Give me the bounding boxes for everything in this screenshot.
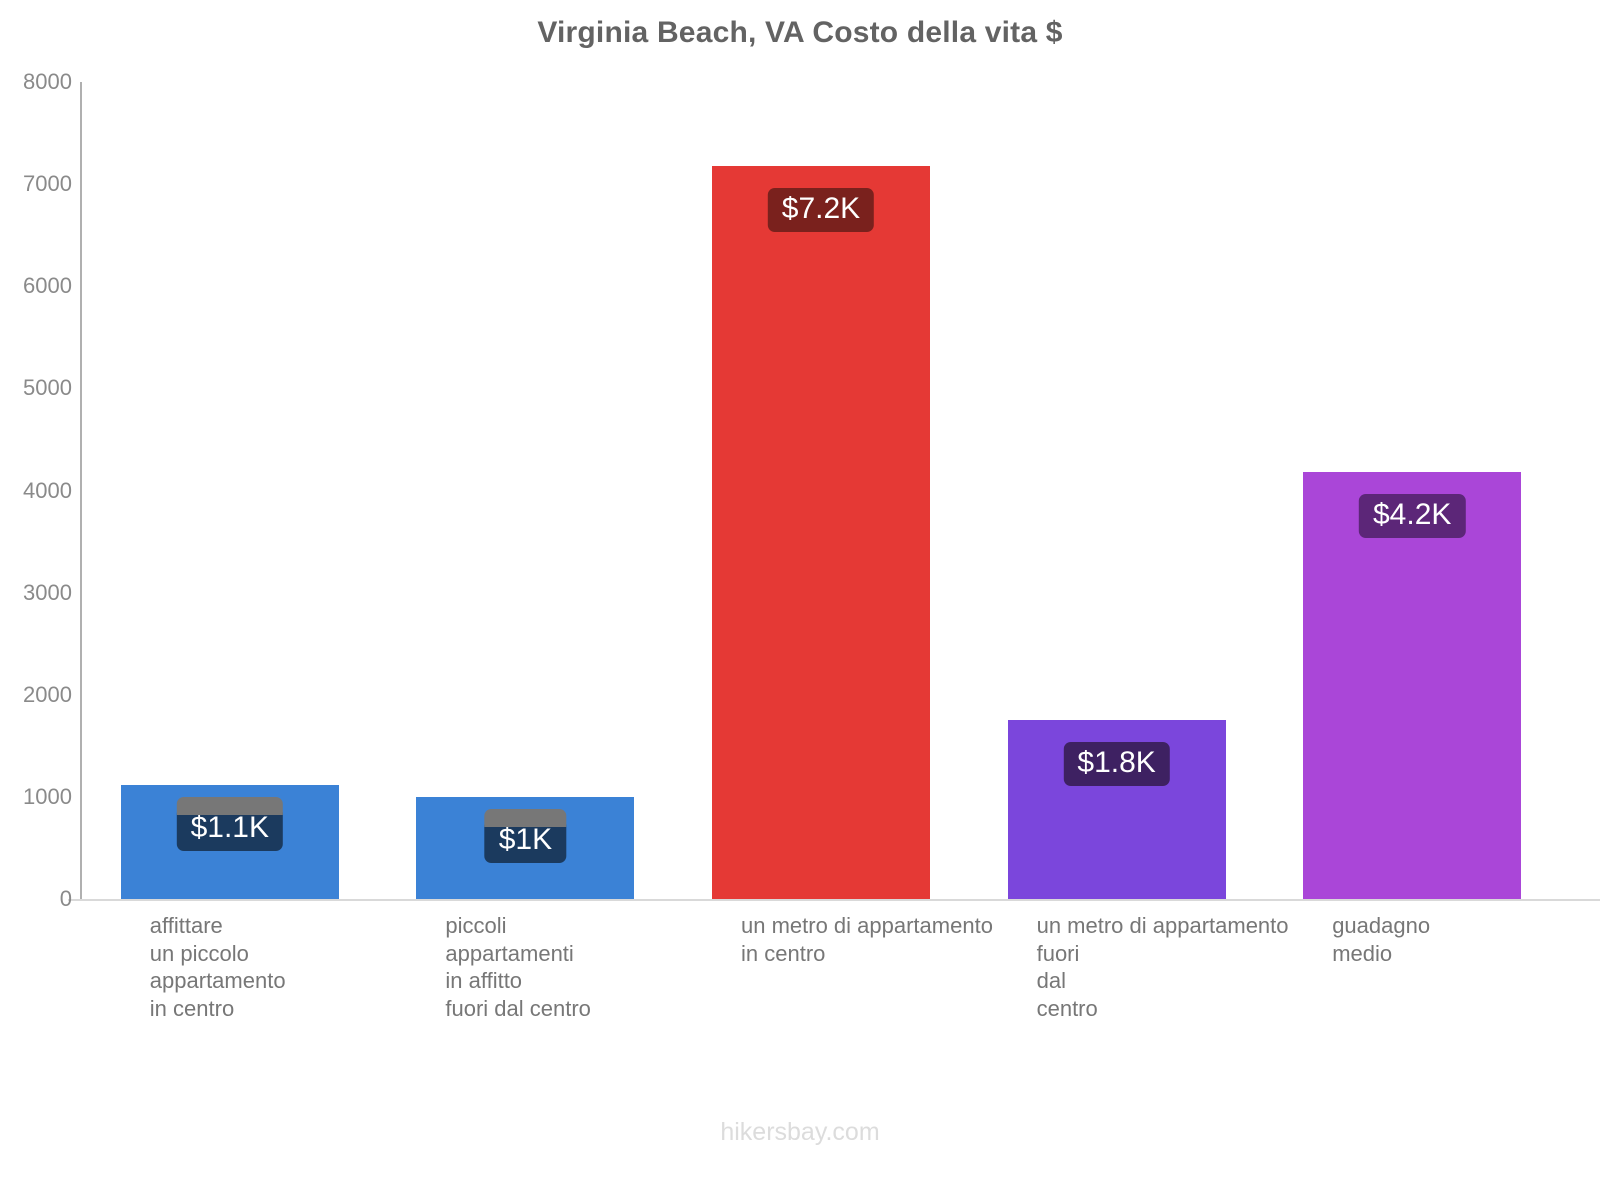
category-label: piccoli appartamenti in affitto fuori da… <box>445 913 591 1021</box>
bar[interactable]: $1.8K <box>1007 720 1226 899</box>
y-axis-line <box>80 82 82 899</box>
y-axis-ticks: 8000 7000 6000 5000 4000 3000 2000 1000 0 <box>0 0 72 1200</box>
bar[interactable]: $4.2K <box>1303 472 1522 899</box>
y-axis-tick-label: 7000 <box>23 171 72 197</box>
y-axis-tick-label: 8000 <box>23 69 72 94</box>
bar[interactable]: $1K <box>416 796 635 899</box>
x-axis-line <box>68 899 1600 901</box>
y-axis-tick-label: 3000 <box>23 579 72 605</box>
y-axis-tick-label: 1000 <box>23 783 72 809</box>
bar[interactable]: $7.2K <box>712 165 930 899</box>
bar-value-label: $4.2K <box>1358 494 1466 539</box>
bar[interactable]: $1.1K <box>120 784 339 899</box>
y-axis-tick-label: 0 <box>59 886 72 911</box>
bar-value-label: $1K <box>484 808 567 863</box>
y-axis-tick-label: 4000 <box>23 477 72 503</box>
bars-layer: $1.1K $1K $7.2K $1.8K $4.2K <box>120 165 1522 899</box>
category-label: affittare un piccolo appartamento in cen… <box>149 913 286 1021</box>
category-labels: affittare un piccolo appartamento in cen… <box>0 912 1600 1092</box>
y-axis-tick-label: 6000 <box>23 273 72 299</box>
category-label: un metro di appartamento fuori dal centr… <box>1036 913 1289 1021</box>
bar-value-label: $1.1K <box>176 796 284 851</box>
bar-value-label: $1.8K <box>1063 742 1170 787</box>
y-axis-tick-label: 5000 <box>23 375 72 401</box>
source-watermark: hikersbay.com <box>720 1118 880 1146</box>
category-label: guadagno medio <box>1332 913 1431 966</box>
chart-title: Virginia Beach, VA Costo della vita $ <box>537 16 1063 49</box>
y-axis-tick-label: 2000 <box>23 681 72 707</box>
bar-value-label: $7.2K <box>767 187 875 232</box>
category-label: un metro di appartamento in centro <box>741 913 993 966</box>
